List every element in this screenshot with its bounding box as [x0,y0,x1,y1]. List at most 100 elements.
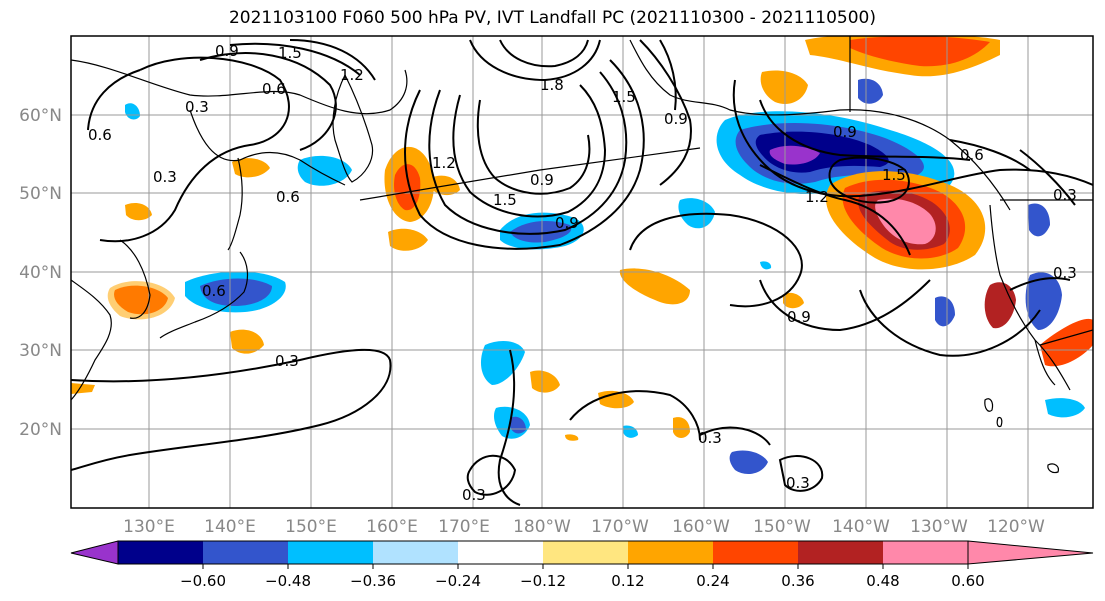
lon-label: 130°W [910,517,968,537]
positive-anomaly-north2 [760,70,808,105]
contour-main-trough-1 [404,59,645,250]
contour-label: 0.3 [698,429,722,447]
colorbar-tick-label: 0.12 [611,572,644,590]
lon-label: 130°E [123,517,175,537]
contour-label: 0.6 [88,126,112,144]
lon-label: 180°W [513,517,571,537]
contour-label: 0.6 [202,282,226,300]
negative-anomaly-south5 [760,261,772,270]
positive-anomaly-sakhalin [232,158,270,178]
border-mexico [1039,329,1093,346]
contour-09-south [859,289,1041,357]
map-title: 2021103100 F060 500 hPa PV, IVT Landfall… [228,8,876,28]
contour-alaska-ridge [759,164,911,256]
coast-alaska [629,39,1011,211]
contour-06-east [949,139,1031,171]
colorbar-segment [713,541,798,564]
lon-label: 150°E [285,517,337,537]
colorbar-segment [883,541,968,564]
contour-03-ne [1019,149,1076,206]
negative-anomaly-japan-inner [200,278,272,306]
contour-03-wave [569,390,701,441]
contour-label: 0.3 [153,168,177,186]
colorbar: −0.60 −0.48 −0.36 −0.24 −0.12 0.12 0.24 … [70,540,1094,590]
colorbar-tick-label: −0.36 [350,572,396,590]
colorbar-segment [203,541,288,564]
colorbar-tick-label: −0.48 [265,572,311,590]
island-hawaii2 [996,416,1003,428]
lon-label: 150°W [753,517,811,537]
colorbar-ticks [202,564,969,569]
colorbar-tick-label: −0.24 [435,572,481,590]
colorbar-extend-low [70,540,119,565]
negative-anomaly-south4 [729,450,768,474]
contour-alaska-trough2 [759,99,971,161]
contour-03-loop3 [778,455,824,492]
colorbar-tick-label: 0.24 [696,572,729,590]
contour-03-loop1 [466,454,517,496]
contour-label: 0.9 [530,171,554,189]
positive-anomaly-north-inner [850,36,990,67]
coast-okhotsk [189,109,346,186]
negative-anomaly-pnw [1028,203,1050,237]
positive-anomaly-korea-outer [107,281,175,320]
positive-anomaly-south3 [673,417,690,438]
lon-label: 160°W [672,517,730,537]
longitude-labels: 130°E 140°E 150°E 160°E 170°E 180°W 170°… [123,517,1045,537]
contour-main-trough-4 [476,99,591,195]
lon-label: 170°E [438,517,490,537]
colorbar-segment [118,541,203,564]
contour-label: 0.9 [664,110,688,128]
colorbar-segment [373,541,458,564]
coastlines [71,36,1093,474]
colorbar-segment [628,541,713,564]
positive-anomaly-midpac2 [783,292,804,309]
contour-label: 1.2 [340,66,364,84]
island-hawaii [984,398,994,412]
contour-09-east [759,279,931,332]
lon-label: 140°W [832,517,890,537]
coast-japan [159,251,249,339]
contour-label: 1.8 [540,76,564,94]
positive-anomaly-westpac2 [388,228,428,251]
coast-korea [119,239,151,319]
contour-label: 0.9 [833,123,857,141]
island-small [1047,463,1059,474]
contour-06-west [199,52,337,151]
contour-trough-north [469,39,601,82]
positive-anomaly-midpac [619,268,690,305]
colorbar-tick-label: −0.60 [180,572,226,590]
lat-label: 40°N [19,263,62,283]
contour-alaska-trough [732,79,1093,198]
contour-label: 0.9 [555,214,579,232]
contour-label: 0.6 [276,188,300,206]
colorbar-tick-label: 0.60 [951,572,984,590]
contour-label: 0.3 [462,486,486,504]
contour-label: 0.3 [185,98,209,116]
pv-contours [71,39,1093,506]
contour-trough-north2 [499,39,589,68]
lon-label: 170°W [591,517,649,537]
contour-central-09 [629,212,803,308]
colorbar-segment [543,541,628,564]
coast-westus [989,204,1071,391]
contour-label: 0.3 [1053,264,1077,282]
negative-anomaly-coast2 [935,296,955,327]
coast-sakhalin [227,157,243,251]
contour-low-center [828,156,910,204]
coast-baja [1034,339,1056,386]
contour-label: 1.2 [805,188,829,206]
contour-label: 1.2 [432,154,456,172]
contour-03-main [71,348,392,471]
negative-anomaly-north [858,78,883,104]
colorbar-tick-label: −0.12 [520,572,566,590]
lat-label: 30°N [19,341,62,361]
contour-label: 0.3 [275,352,299,370]
map-frame [70,35,1094,509]
positive-anomaly-westedge [71,383,95,394]
contour-main-trough-2 [428,71,628,235]
positive-anomaly-south1 [530,370,560,393]
contour-label: 1.5 [493,191,517,209]
contour-label: 0.3 [1053,186,1077,204]
